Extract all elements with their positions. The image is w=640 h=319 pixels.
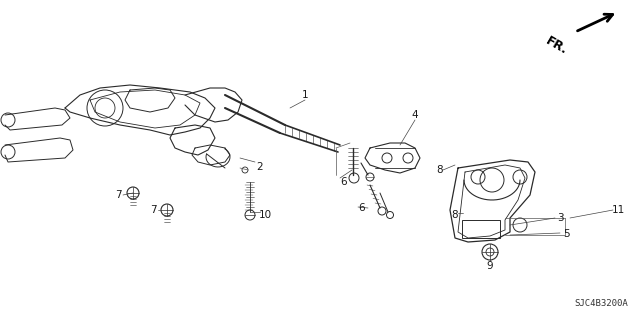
Text: 1: 1 [301, 90, 308, 100]
Text: 10: 10 [259, 210, 271, 220]
Text: 9: 9 [486, 261, 493, 271]
Text: 6: 6 [358, 203, 365, 213]
Text: 8: 8 [436, 165, 444, 175]
Text: 11: 11 [611, 205, 625, 215]
Text: 7: 7 [150, 205, 156, 215]
Text: SJC4B3200A: SJC4B3200A [574, 299, 628, 308]
FancyBboxPatch shape [462, 220, 500, 238]
Text: 8: 8 [452, 210, 458, 220]
Text: 2: 2 [257, 162, 263, 172]
Text: 7: 7 [115, 190, 122, 200]
Text: 6: 6 [340, 177, 348, 187]
Text: 3: 3 [557, 213, 563, 223]
Text: FR.: FR. [543, 34, 570, 57]
Text: 4: 4 [412, 110, 419, 120]
Text: 5: 5 [564, 229, 570, 239]
